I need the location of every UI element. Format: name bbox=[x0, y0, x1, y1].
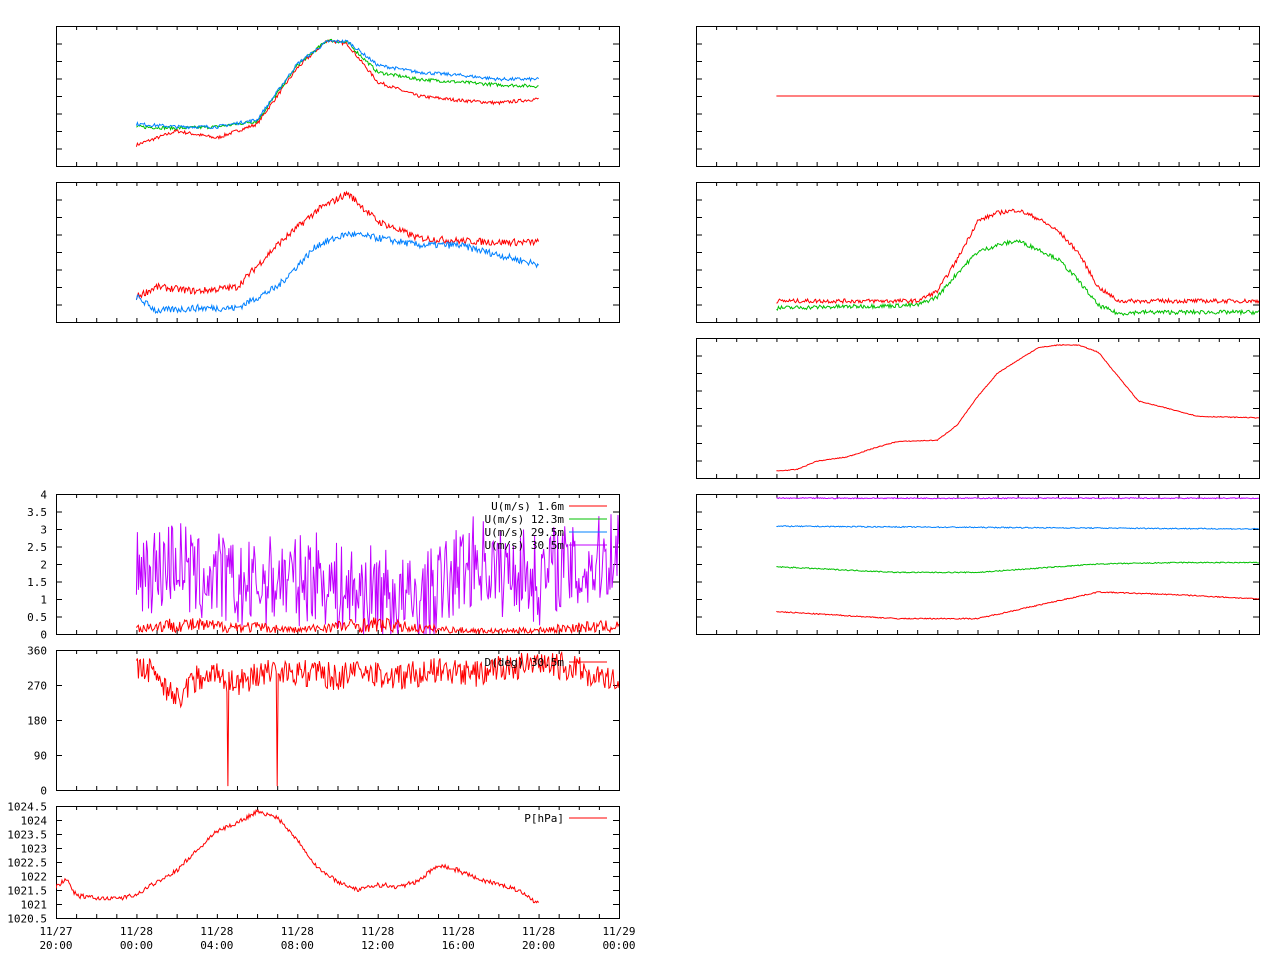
x-tick-time: 00:00 bbox=[120, 939, 153, 952]
x-tick-date: 11/28 bbox=[281, 925, 314, 938]
x-tick-date: 11/28 bbox=[200, 925, 233, 938]
series-line bbox=[776, 496, 1259, 500]
y-tick-label: 1024 bbox=[21, 815, 48, 828]
panel-humidity bbox=[56, 182, 620, 323]
series-line bbox=[776, 239, 1259, 317]
series-group bbox=[56, 809, 540, 904]
y-tick-label: 0.5 bbox=[27, 611, 47, 624]
y-tick-label: 1021 bbox=[21, 899, 48, 912]
y-tick-label: 90 bbox=[34, 750, 47, 763]
y-tick-label: 3.5 bbox=[27, 506, 47, 519]
panel-pressure: 1020.510211021.510221022.510231023.51024… bbox=[7, 801, 620, 926]
series-line bbox=[135, 190, 540, 300]
y-tick-label: 1022.5 bbox=[7, 857, 47, 870]
y-tick-label: 1021.5 bbox=[7, 885, 47, 898]
plot-frame bbox=[696, 494, 1260, 635]
x-tick-time: 12:00 bbox=[361, 939, 394, 952]
series-group bbox=[135, 190, 540, 315]
y-tick-label: 1 bbox=[40, 594, 47, 607]
series-group bbox=[776, 496, 1259, 620]
x-tick-date: 11/29 bbox=[602, 925, 635, 938]
series-line bbox=[776, 208, 1259, 305]
panel-temperature bbox=[56, 26, 620, 167]
series-group bbox=[776, 344, 1259, 472]
x-axis-labels: 11/2720:0011/2800:0011/2804:0011/2808:00… bbox=[39, 925, 635, 952]
y-tick-label: 2 bbox=[40, 559, 47, 572]
series-line bbox=[135, 38, 539, 147]
series-group bbox=[135, 38, 539, 147]
series-line bbox=[56, 809, 540, 904]
series-group bbox=[135, 650, 619, 787]
y-tick-label: 1.5 bbox=[27, 576, 47, 589]
y-tick-label: 360 bbox=[27, 645, 47, 658]
x-tick-time: 04:00 bbox=[200, 939, 233, 952]
panel-flat-profile bbox=[696, 26, 1260, 167]
x-tick-time: 16:00 bbox=[442, 939, 475, 952]
series-line bbox=[135, 650, 619, 787]
x-tick-time: 00:00 bbox=[602, 939, 635, 952]
series-line bbox=[776, 525, 1259, 530]
legend-label: P[hPa] bbox=[524, 812, 564, 825]
plot-frame bbox=[56, 182, 620, 323]
series-line bbox=[135, 230, 539, 315]
panel-deep-profile bbox=[696, 494, 1260, 635]
series-line bbox=[776, 344, 1259, 472]
y-tick-label: 3 bbox=[40, 524, 47, 537]
series-line bbox=[135, 617, 619, 634]
series-line bbox=[136, 38, 539, 132]
y-tick-label: 1023 bbox=[21, 843, 48, 856]
y-tick-label: 1020.5 bbox=[7, 913, 47, 926]
panel-theta-profile bbox=[696, 338, 1260, 479]
x-tick-date: 11/28 bbox=[442, 925, 475, 938]
series-line bbox=[776, 591, 1259, 620]
panel-radiation bbox=[696, 182, 1260, 323]
x-tick-time: 20:00 bbox=[39, 939, 72, 952]
x-tick-date: 11/28 bbox=[522, 925, 555, 938]
legend-label: U(m/s) 12.3m bbox=[485, 513, 565, 526]
series-line bbox=[776, 561, 1259, 574]
y-tick-label: 180 bbox=[27, 715, 47, 728]
y-tick-label: 0 bbox=[40, 785, 47, 798]
series-group bbox=[135, 514, 619, 634]
plot-frame bbox=[56, 26, 620, 167]
x-tick-time: 08:00 bbox=[281, 939, 314, 952]
legend-label: D(deg) 30.5m bbox=[485, 656, 565, 669]
panel-wind-direction: 0 90 180 270 360 D(deg) 30.5m bbox=[27, 645, 620, 798]
y-tick-label: 4 bbox=[40, 489, 47, 502]
x-tick-date: 11/28 bbox=[120, 925, 153, 938]
x-tick-date: 11/28 bbox=[361, 925, 394, 938]
x-tick-date: 11/27 bbox=[39, 925, 72, 938]
series-group bbox=[776, 208, 1259, 317]
legend-label: U(m/s) 1.6m bbox=[491, 500, 564, 513]
y-tick-label: 1024.5 bbox=[7, 801, 47, 814]
y-tick-label: 0 bbox=[40, 629, 47, 642]
x-tick-time: 20:00 bbox=[522, 939, 555, 952]
panel-wind-speed: 0 0.5 1 1.5 2 2.5 3 3.5 4 U(m/s) 1.6mU(m/s) 12.3m… bbox=[27, 489, 620, 642]
legend-label: U(m/s) 30.5m bbox=[485, 539, 565, 552]
legend-label: U(m/s) 29.5m bbox=[485, 526, 565, 539]
plot-frame bbox=[696, 338, 1260, 479]
y-tick-label: 270 bbox=[27, 680, 47, 693]
y-tick-label: 1023.5 bbox=[7, 829, 47, 842]
series-line bbox=[135, 38, 539, 130]
y-tick-label: 2.5 bbox=[27, 541, 47, 554]
y-tick-label: 1022 bbox=[21, 871, 48, 884]
